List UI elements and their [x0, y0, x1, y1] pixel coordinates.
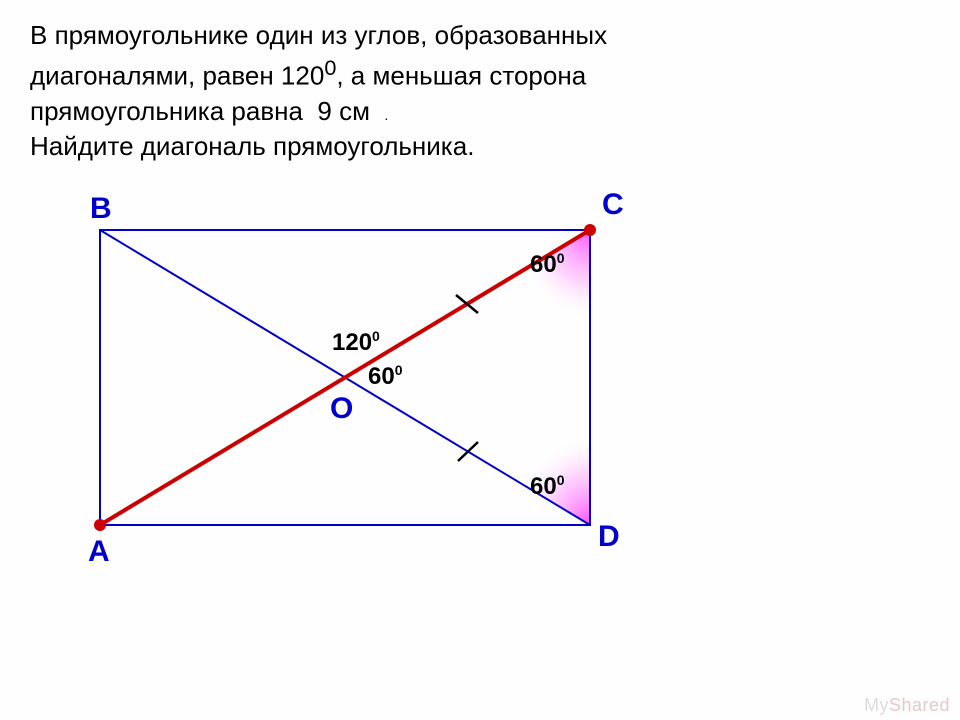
angle-120: 1200: [332, 328, 380, 357]
problem-line3-end: .: [384, 107, 388, 123]
problem-statement: В прямоугольнике один из углов, образова…: [30, 18, 910, 164]
problem-line2: диагоналями, равен 120: [30, 61, 324, 91]
problem-line1: В прямоугольнике один из углов, образова…: [30, 20, 607, 50]
problem-line3: прямоугольника равна: [30, 96, 303, 126]
problem-line2-cont: , а меньшая сторона: [336, 61, 586, 91]
watermark-shared: Shared: [889, 695, 950, 715]
dot-a: [94, 519, 106, 531]
dot-c: [584, 224, 596, 236]
problem-line4: Найдите диагональ прямоугольника.: [30, 131, 474, 161]
label-d: D: [598, 520, 620, 554]
angle-60-d: 600: [530, 472, 565, 501]
angle-60-o: 600: [368, 362, 403, 391]
watermark: MyShared: [864, 695, 950, 716]
label-a: А: [88, 535, 110, 569]
label-c: С: [602, 188, 624, 222]
angle-60-c: 600: [530, 250, 565, 279]
watermark-my: My: [864, 695, 889, 715]
tick-od: [458, 442, 478, 461]
geometry-diagram: В С А D О 1200 600 600 600: [40, 200, 640, 600]
problem-line2-sup: 0: [324, 55, 336, 80]
given-value: 9 см: [317, 96, 370, 126]
label-b: В: [90, 192, 112, 226]
label-o: О: [330, 392, 353, 426]
